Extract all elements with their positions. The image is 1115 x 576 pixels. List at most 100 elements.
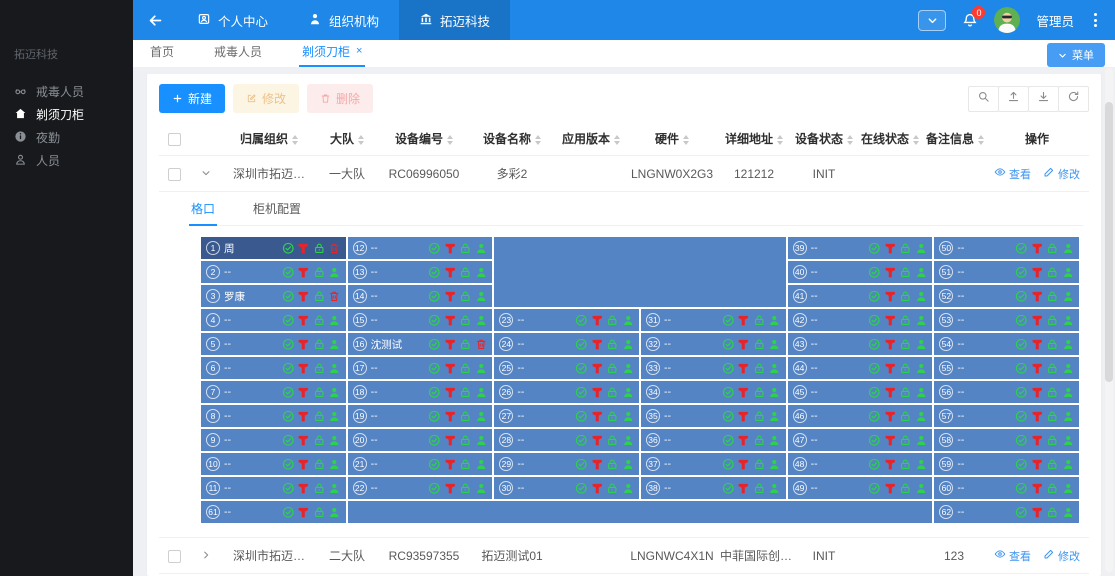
- check-circle-icon[interactable]: [868, 434, 881, 447]
- tab-rehab-personnel[interactable]: 戒毒人员: [211, 38, 265, 67]
- razor-icon[interactable]: [1031, 242, 1044, 255]
- locker-slot[interactable]: 12 --: [347, 237, 493, 259]
- check-circle-icon[interactable]: [868, 410, 881, 423]
- lock-icon[interactable]: [313, 266, 326, 279]
- razor-icon[interactable]: [1031, 410, 1044, 423]
- lock-icon[interactable]: [753, 458, 766, 471]
- lock-icon[interactable]: [459, 410, 472, 423]
- check-circle-icon[interactable]: [1015, 290, 1028, 303]
- lock-icon[interactable]: [459, 290, 472, 303]
- razor-icon[interactable]: [1031, 290, 1044, 303]
- check-circle-icon[interactable]: [575, 338, 588, 351]
- razor-icon[interactable]: [297, 242, 310, 255]
- sort-icon[interactable]: [358, 135, 364, 145]
- column-header[interactable]: 设备状态: [791, 122, 857, 156]
- check-circle-icon[interactable]: [282, 386, 295, 399]
- locker-slot[interactable]: 25 --: [494, 357, 639, 379]
- lock-icon[interactable]: [899, 242, 912, 255]
- razor-icon[interactable]: [591, 314, 604, 327]
- check-circle-icon[interactable]: [1015, 410, 1028, 423]
- lock-icon[interactable]: [313, 338, 326, 351]
- lock-icon[interactable]: [459, 458, 472, 471]
- person-icon[interactable]: [915, 434, 928, 447]
- lock-icon[interactable]: [1046, 410, 1059, 423]
- check-circle-icon[interactable]: [575, 410, 588, 423]
- razor-icon[interactable]: [1031, 362, 1044, 375]
- razor-icon[interactable]: [297, 506, 310, 519]
- locker-slot[interactable]: 49 --: [787, 477, 933, 499]
- sort-icon[interactable]: [913, 135, 919, 145]
- locker-slot[interactable]: 3 罗康: [201, 285, 346, 307]
- close-tab-icon[interactable]: ×: [356, 45, 363, 57]
- sort-icon[interactable]: [535, 135, 541, 145]
- collapse-row-icon[interactable]: [201, 168, 211, 178]
- person-icon[interactable]: [475, 290, 488, 303]
- person-icon[interactable]: [1062, 482, 1075, 495]
- razor-icon[interactable]: [737, 482, 750, 495]
- lock-icon[interactable]: [899, 314, 912, 327]
- person-icon[interactable]: [1062, 338, 1075, 351]
- person-icon[interactable]: [622, 482, 635, 495]
- notification-bell-icon[interactable]: 0: [962, 6, 986, 28]
- razor-icon[interactable]: [297, 290, 310, 303]
- locker-slot[interactable]: 60 --: [934, 477, 1079, 499]
- locker-slot[interactable]: 59 --: [934, 453, 1079, 475]
- locker-slot[interactable]: 43 --: [787, 333, 933, 355]
- check-circle-icon[interactable]: [282, 242, 295, 255]
- person-icon[interactable]: [475, 410, 488, 423]
- locker-slot[interactable]: 41 --: [787, 285, 933, 307]
- lock-icon[interactable]: [753, 482, 766, 495]
- check-circle-icon[interactable]: [428, 266, 441, 279]
- person-icon[interactable]: [328, 458, 341, 471]
- sidebar-item-personnel[interactable]: 人员: [0, 149, 133, 172]
- lock-icon[interactable]: [606, 338, 619, 351]
- razor-icon[interactable]: [591, 434, 604, 447]
- lock-icon[interactable]: [459, 434, 472, 447]
- razor-icon[interactable]: [1031, 458, 1044, 471]
- razor-icon[interactable]: [737, 362, 750, 375]
- check-circle-icon[interactable]: [428, 482, 441, 495]
- lock-icon[interactable]: [753, 434, 766, 447]
- razor-icon[interactable]: [737, 458, 750, 471]
- lock-icon[interactable]: [1046, 458, 1059, 471]
- lock-icon[interactable]: [899, 362, 912, 375]
- sort-icon[interactable]: [847, 135, 853, 145]
- lock-icon[interactable]: [753, 410, 766, 423]
- razor-icon[interactable]: [591, 410, 604, 423]
- razor-icon[interactable]: [297, 482, 310, 495]
- locker-slot[interactable]: 32 --: [641, 333, 786, 355]
- locker-slot[interactable]: 26 --: [494, 381, 639, 403]
- check-circle-icon[interactable]: [575, 386, 588, 399]
- locker-slot[interactable]: 27 --: [494, 405, 639, 427]
- person-icon[interactable]: [475, 242, 488, 255]
- check-circle-icon[interactable]: [575, 458, 588, 471]
- check-circle-icon[interactable]: [282, 338, 295, 351]
- person-icon[interactable]: [915, 266, 928, 279]
- lock-icon[interactable]: [313, 290, 326, 303]
- razor-icon[interactable]: [1031, 482, 1044, 495]
- check-circle-icon[interactable]: [722, 338, 735, 351]
- sidebar-item-razor-cabinet[interactable]: 剃须刀柜: [0, 103, 133, 126]
- trash-icon[interactable]: [328, 290, 341, 303]
- check-circle-icon[interactable]: [575, 314, 588, 327]
- check-circle-icon[interactable]: [575, 482, 588, 495]
- check-circle-icon[interactable]: [428, 434, 441, 447]
- check-circle-icon[interactable]: [428, 362, 441, 375]
- razor-icon[interactable]: [884, 314, 897, 327]
- check-circle-icon[interactable]: [282, 458, 295, 471]
- locker-slot[interactable]: 24 --: [494, 333, 639, 355]
- check-circle-icon[interactable]: [428, 458, 441, 471]
- locker-slot[interactable]: 56 --: [934, 381, 1079, 403]
- check-circle-icon[interactable]: [1015, 458, 1028, 471]
- locker-slot[interactable]: 54 --: [934, 333, 1079, 355]
- locker-slot[interactable]: 21 --: [347, 453, 493, 475]
- locker-slot[interactable]: 19 --: [347, 405, 493, 427]
- lock-icon[interactable]: [459, 266, 472, 279]
- check-circle-icon[interactable]: [428, 410, 441, 423]
- locker-slot[interactable]: 52 --: [934, 285, 1079, 307]
- check-circle-icon[interactable]: [722, 434, 735, 447]
- check-circle-icon[interactable]: [282, 290, 295, 303]
- person-icon[interactable]: [915, 458, 928, 471]
- person-icon[interactable]: [475, 386, 488, 399]
- avatar[interactable]: [994, 7, 1021, 33]
